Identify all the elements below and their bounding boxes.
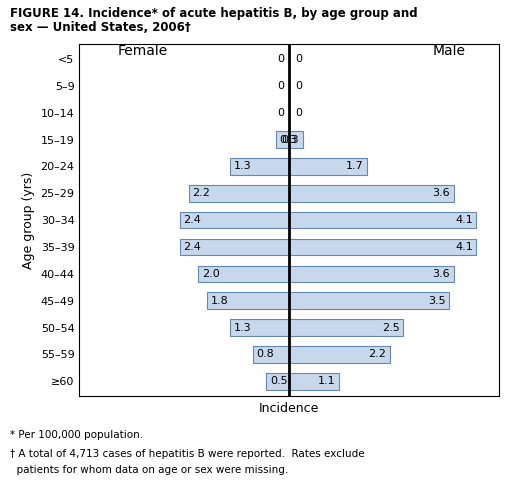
Text: 0.8: 0.8 [257,349,274,360]
Bar [180,239,289,255]
Bar [180,212,289,228]
Bar [289,185,454,202]
Text: 2.0: 2.0 [202,269,220,279]
Bar [266,373,289,390]
Text: 3.6: 3.6 [432,188,450,198]
Text: Male: Male [433,44,465,58]
Text: Female: Female [118,44,168,58]
Text: 2.2: 2.2 [368,349,386,360]
Text: 1.1: 1.1 [318,376,336,386]
Bar [289,346,390,363]
Text: 1.7: 1.7 [346,161,363,172]
Text: 0: 0 [295,81,302,91]
Y-axis label: Age group (yrs): Age group (yrs) [22,172,35,269]
Text: 0: 0 [277,54,284,64]
Text: 0.3: 0.3 [282,135,300,145]
Text: 2.2: 2.2 [193,188,210,198]
Bar [289,212,476,228]
Bar [289,319,403,336]
Text: 1.3: 1.3 [233,161,251,172]
Text: 0: 0 [277,108,284,118]
Text: 3.5: 3.5 [428,296,445,306]
Text: 2.4: 2.4 [183,242,201,252]
Text: FIGURE 14. Incidence* of acute hepatitis B, by age group and: FIGURE 14. Incidence* of acute hepatitis… [10,7,418,20]
Text: * Per 100,000 population.: * Per 100,000 population. [10,430,143,440]
Text: 0: 0 [295,108,302,118]
Bar [289,292,449,309]
Bar [289,131,303,148]
Text: 1.3: 1.3 [233,323,251,333]
Bar [289,158,367,175]
Bar [275,131,289,148]
Text: † A total of 4,713 cases of hepatitis B were reported.  Rates exclude: † A total of 4,713 cases of hepatitis B … [10,449,365,459]
Bar [289,373,339,390]
Bar [253,346,289,363]
Text: 4.1: 4.1 [455,242,473,252]
Text: 0.5: 0.5 [270,376,288,386]
Text: 0: 0 [295,54,302,64]
Text: 3.6: 3.6 [432,269,450,279]
Bar [207,292,289,309]
Bar [230,158,289,175]
X-axis label: Incidence: Incidence [259,401,319,415]
Text: 0: 0 [277,81,284,91]
Text: 4.1: 4.1 [455,215,473,225]
Text: 1.8: 1.8 [211,296,228,306]
Bar [289,266,454,282]
Bar [289,239,476,255]
Text: 0.3: 0.3 [279,135,297,145]
Text: 2.5: 2.5 [382,323,400,333]
Text: 2.4: 2.4 [183,215,201,225]
Bar [189,185,289,202]
Text: patients for whom data on age or sex were missing.: patients for whom data on age or sex wer… [10,465,288,475]
Bar [230,319,289,336]
Bar [198,266,289,282]
Text: sex — United States, 2006†: sex — United States, 2006† [10,21,191,33]
